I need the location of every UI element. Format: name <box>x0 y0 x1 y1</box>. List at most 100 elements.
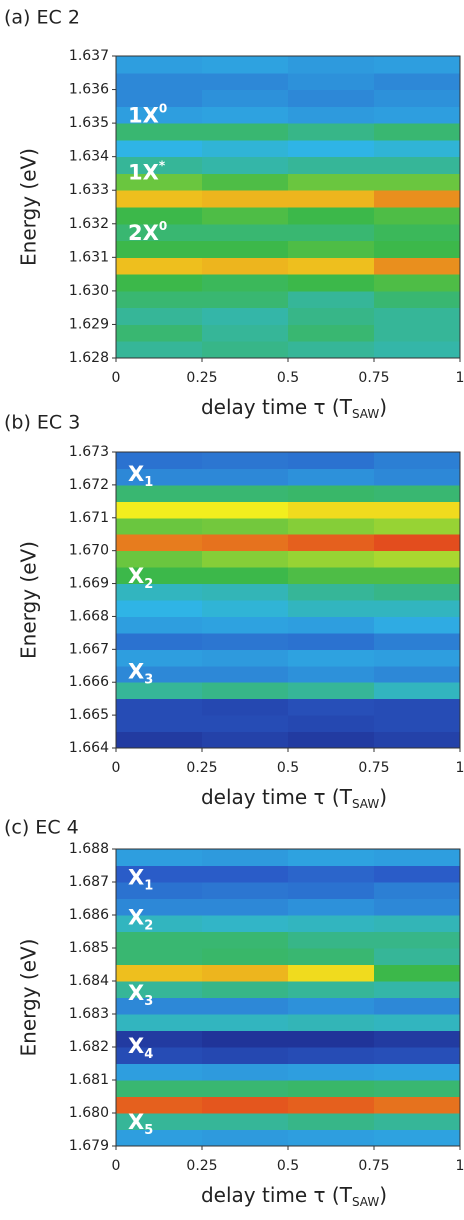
x-tick-label: 0 <box>112 370 121 386</box>
annotation: 1X0 <box>128 101 167 128</box>
heat-cell <box>116 89 203 107</box>
heat-cell <box>202 1030 289 1048</box>
x-tick-label: 0.75 <box>358 1158 389 1174</box>
heat-cell <box>116 948 203 965</box>
heat-cell <box>116 849 203 866</box>
heat-cell <box>288 665 375 683</box>
heat-cell <box>374 915 461 932</box>
heat-cell <box>374 501 461 519</box>
heat-cell <box>202 72 289 91</box>
heat-cell <box>374 931 461 949</box>
x-tick-label: 0.75 <box>358 370 389 386</box>
x-tick-label: 0.75 <box>358 760 389 776</box>
y-tick-label: 1.673 <box>69 444 109 460</box>
heat-cell <box>374 1113 461 1130</box>
heat-cell <box>374 534 461 552</box>
y-tick-label: 1.630 <box>69 283 109 299</box>
heat-cell <box>374 484 461 502</box>
annotation-sub: 2 <box>144 918 153 933</box>
heat-cell <box>288 1063 375 1081</box>
heat-cell <box>288 123 375 141</box>
heat-cell <box>288 981 375 998</box>
heat-cell <box>116 72 203 91</box>
heat-cell <box>374 981 461 998</box>
y-tick-label: 1.680 <box>69 1105 109 1121</box>
annotation: X1 <box>128 462 153 490</box>
heat-cell <box>202 665 289 683</box>
heat-cell <box>116 632 203 650</box>
heat-cell <box>374 290 461 309</box>
heat-cell <box>116 583 203 601</box>
heat-cell <box>202 1063 289 1081</box>
heat-cell <box>374 156 461 174</box>
heat-cell <box>374 632 461 650</box>
heat-cell <box>202 257 289 275</box>
heat-cell <box>202 567 289 585</box>
heat-cell <box>202 698 289 716</box>
annotation: X4 <box>128 1034 153 1062</box>
heat-cell <box>288 1047 375 1064</box>
heat-cell <box>202 731 289 749</box>
heat-cell <box>374 240 461 258</box>
heat-cell <box>116 484 203 502</box>
heat-cell <box>116 190 203 208</box>
x-tick-label: 0 <box>112 760 121 776</box>
x-tick-label: 1 <box>456 760 464 776</box>
x-tick-label: 0.25 <box>186 760 217 776</box>
heat-cell <box>116 106 203 124</box>
heat-cell <box>116 915 203 932</box>
heat-cell <box>374 123 461 141</box>
heat-cell <box>202 139 289 158</box>
y-tick-label: 1.685 <box>69 940 109 956</box>
heat-cell <box>116 56 203 74</box>
heat-cell <box>288 517 375 535</box>
heat-cell <box>288 257 375 275</box>
annotation: X5 <box>128 1110 153 1138</box>
heat-cell <box>288 915 375 932</box>
heat-cell <box>116 1030 203 1048</box>
heat-cell <box>116 324 203 342</box>
heat-cell <box>116 997 203 1015</box>
heat-cell <box>116 898 203 916</box>
y-tick-label: 1.636 <box>69 82 109 98</box>
heat-cell <box>116 865 203 883</box>
y-tick-label: 1.635 <box>69 115 109 131</box>
heat-cell <box>202 1113 289 1130</box>
annotation-text: 1X <box>128 160 159 184</box>
y-axis-label: Energy (eV) <box>17 939 41 1057</box>
heat-cell <box>288 1129 375 1147</box>
y-tick-label: 1.637 <box>69 48 109 64</box>
heat-cell <box>202 123 289 141</box>
x-tick-label: 0.25 <box>186 1158 217 1174</box>
y-tick-label: 1.679 <box>69 1138 109 1154</box>
heat-cell <box>202 997 289 1015</box>
heat-cell <box>288 190 375 208</box>
heat-cell <box>374 882 461 899</box>
annotation-text: X <box>128 564 144 588</box>
heat-cell <box>116 964 203 982</box>
heat-cell <box>374 616 461 634</box>
annotation: X1 <box>128 866 153 894</box>
annotation-sup: 0 <box>159 218 167 232</box>
heat-cell <box>288 484 375 502</box>
heat-cell <box>374 324 461 342</box>
heat-cell <box>116 882 203 899</box>
heat-cell <box>374 1096 461 1114</box>
y-tick-label: 1.664 <box>69 740 109 756</box>
heat-cell <box>116 600 203 617</box>
heat-cell <box>116 931 203 949</box>
heat-cell <box>288 682 375 700</box>
heat-cell <box>288 274 375 292</box>
heat-cell <box>288 173 375 191</box>
heat-cell <box>288 1113 375 1130</box>
x-tick-label: 0 <box>112 1158 121 1174</box>
annotation: X2 <box>128 905 153 933</box>
heat-cell <box>202 534 289 552</box>
heat-cell <box>202 981 289 998</box>
heat-cell <box>288 341 375 359</box>
heat-cell <box>374 1047 461 1064</box>
heat-cell <box>374 89 461 107</box>
heat-cell <box>374 1030 461 1048</box>
heat-cell <box>202 89 289 107</box>
annotation-sub: 2 <box>144 576 153 591</box>
